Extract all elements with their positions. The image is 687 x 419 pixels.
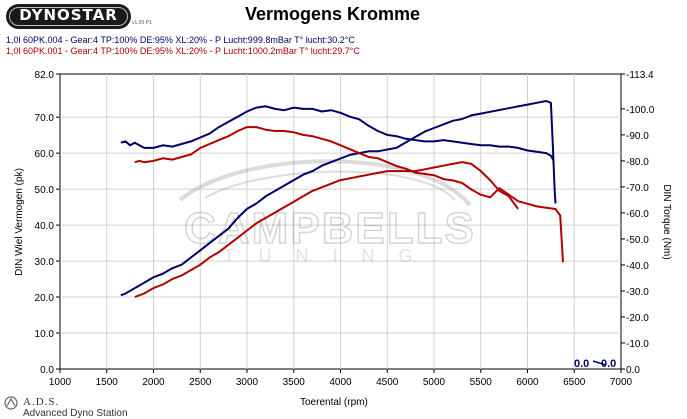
y-tick-label-right: -30.0 (626, 287, 649, 298)
series (120, 100, 564, 298)
x-tick-label: 6500 (563, 377, 586, 388)
y-tick-label-right: -70.0 (626, 183, 649, 194)
y-tick-label-left: 70.0 (35, 113, 55, 124)
series-line-4-left (134, 161, 519, 298)
x-tick-label: 5500 (470, 377, 493, 388)
x-tick-label: 3500 (283, 377, 306, 388)
grid (60, 74, 621, 369)
y-tick-label-left: 20.0 (35, 293, 55, 304)
y-tick-label-right: -100.0 (626, 105, 655, 116)
y-tick-label-left: 40.0 (35, 221, 55, 232)
page-title: Vermogens Kromme (244, 4, 421, 24)
watermark-line2: TUNING (224, 246, 437, 266)
y-tick-label-right: -10.0 (626, 339, 649, 350)
footer-brand: A.D.S. (23, 396, 60, 408)
x-tick-label: 5000 (423, 377, 446, 388)
series-line-1-right (120, 105, 555, 162)
x-tick-label: 2000 (142, 377, 165, 388)
axes: 1000 1500 2000 2500 3000 3500 4000 4500 5000 5500… (35, 70, 655, 388)
readout-marker (592, 360, 607, 366)
y-tick-label-right: -50.0 (626, 235, 649, 246)
footer: A.D.S. Advanced Dyno Station (0, 392, 160, 419)
series-line-3-right (134, 126, 564, 263)
dynostar-logo: DYNOSTAR (6, 4, 131, 29)
watermark-campbells-tuning: CAMPBELLS TUNING (178, 159, 476, 266)
watermark-line1: CAMPBELLS (184, 204, 476, 253)
logo-text: DYNOSTAR (19, 6, 118, 24)
x-tick-label: 7000 (610, 377, 633, 388)
y-tick-label-left: 10.0 (35, 329, 55, 340)
y-tick-label-right: -80.0 (626, 157, 649, 168)
x-tick-label: 3000 (236, 377, 259, 388)
y-axis-label-left: DIN Wiel Vermogen (pk) (14, 168, 25, 276)
y-tick-label-right: -113.4 (626, 70, 654, 81)
logo-version: v1.00 P1 (132, 20, 152, 26)
y-tick-label-right: -40.0 (626, 261, 649, 272)
y-tick-label-right: -20.0 (626, 313, 649, 324)
y-tick-label-right: -90.0 (626, 131, 649, 142)
y-axis-label-right: DIN Torque (Nm) (661, 184, 672, 259)
readout-left: 0.0 (574, 358, 589, 370)
ads-logo-icon (4, 396, 18, 410)
legend-entry-run-001: 1,0l 60PK.001 - Gear:4 TP:100% DE:95% XL… (6, 46, 360, 56)
x-tick-label: 6000 (516, 377, 539, 388)
footer-subtitle: Advanced Dyno Station (23, 408, 128, 419)
y-tick-label-left: 50.0 (35, 185, 55, 196)
x-tick-label: 1500 (96, 377, 119, 388)
x-tick-label: 4500 (376, 377, 399, 388)
series-line-2-left (120, 100, 557, 297)
x-tick-label: 4000 (329, 377, 352, 388)
y-tick-label-right: -60.0 (626, 209, 649, 220)
y-tick-label-left: 0.0 (40, 365, 54, 376)
x-tick-label: 2500 (189, 377, 212, 388)
y-tick-label-left: 60.0 (35, 149, 55, 160)
readout-right: 0.0 (601, 358, 616, 370)
y-tick-label-left: 82.0 (35, 70, 55, 81)
y-tick-label-right: 0.0 (626, 365, 640, 376)
legend-entry-run-004: 1,0l 60PK.004 - Gear:4 TP:100% DE:95% XL… (6, 35, 355, 45)
x-tick-label: 1000 (49, 377, 72, 388)
x-axis-label: Toerental (rpm) (300, 397, 368, 408)
y-tick-label-left: 30.0 (35, 257, 55, 268)
logo-frame (9, 7, 128, 26)
